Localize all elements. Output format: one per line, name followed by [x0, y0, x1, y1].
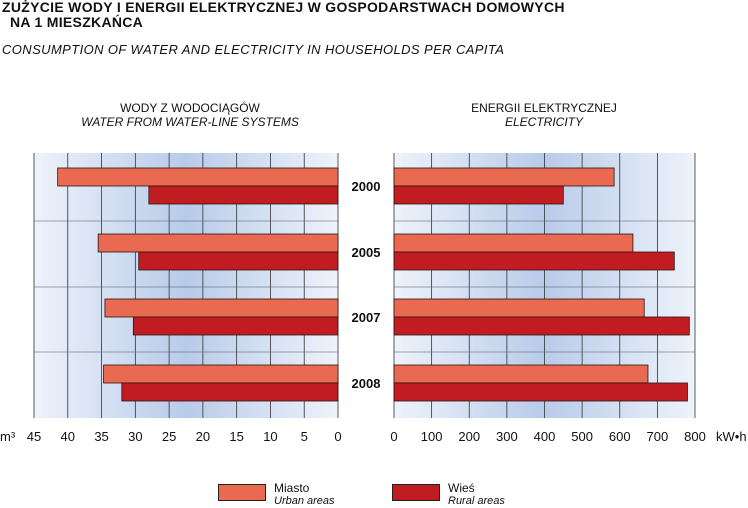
electricity-bar-2005-urban [393, 233, 634, 253]
electricity-tick-label: 0 [390, 429, 397, 444]
water-unit-label: m³ [0, 429, 16, 444]
water-tick-label: 20 [196, 429, 210, 444]
chart-title-line1: ZUŻYCIE WODY I ENERGII ELEKTRYCZNEJ W GO… [2, 0, 565, 15]
water-bar-2008-urban [103, 364, 339, 384]
water-tick-label: 10 [263, 429, 277, 444]
electricity-tick-label: 200 [458, 429, 480, 444]
water-tick-label: 5 [301, 429, 308, 444]
legend-urban-label: Miasto Urban areas [274, 482, 335, 508]
electricity-bar-2005-rural [393, 251, 675, 271]
water-title-en: WATER FROM WATER-LINE SYSTEMS [81, 115, 299, 129]
legend-rural-pl: Wieś [448, 481, 475, 495]
legend-rural-label: Wieś Rural areas [448, 482, 505, 508]
legend-urban-pl: Miasto [274, 481, 310, 495]
electricity-bar-2007-rural [393, 316, 690, 336]
legend-rural-en: Rural areas [448, 495, 505, 507]
water-tick-label: 30 [128, 429, 142, 444]
electricity-tick-label: 500 [571, 429, 593, 444]
electricity-title-pl: ENERGII ELEKTRYCZNEJ [471, 101, 617, 115]
legend-rural-swatch [392, 484, 440, 501]
year-label-2007: 2007 [352, 310, 381, 325]
electricity-tick-label: 800 [684, 429, 706, 444]
electricity-bar-2008-urban [393, 364, 649, 384]
water-bar-2007-urban [104, 298, 339, 318]
chart-title-line2: NA 1 MIESZKAŃCA [10, 14, 144, 30]
water-tick-label: 35 [94, 429, 108, 444]
electricity-tick-label: 700 [647, 429, 669, 444]
water-tick-label: 45 [27, 429, 41, 444]
water-bar-2000-rural [148, 185, 339, 205]
chart-title: ZUŻYCIE WODY I ENERGII ELEKTRYCZNEJ W GO… [2, 0, 702, 30]
legend-urban-en: Urban areas [274, 495, 335, 507]
water-bar-2000-urban [57, 167, 339, 187]
chart-subtitle-english: CONSUMPTION OF WATER AND ELECTRICITY IN … [2, 42, 505, 57]
electricity-tick-label: 400 [534, 429, 556, 444]
water-bar-2008-rural [121, 382, 339, 402]
electricity-bar-2008-rural [393, 382, 688, 402]
water-tick-label: 15 [229, 429, 243, 444]
year-label-2005: 2005 [352, 245, 381, 260]
electricity-bar-2000-urban [393, 167, 615, 187]
year-label-2000: 2000 [352, 179, 381, 194]
water-tick-label: 0 [334, 429, 341, 444]
electricity-bar-2000-rural [393, 185, 564, 205]
electricity-bar-2007-urban [393, 298, 645, 318]
water-tick-label: 25 [162, 429, 176, 444]
electricity-tick-label: 300 [496, 429, 518, 444]
water-bar-2005-urban [97, 233, 339, 253]
water-bar-2007-rural [132, 316, 339, 336]
water-title-pl: WODY Z WODOCIĄGÓW [120, 101, 260, 115]
electricity-tick-label: 600 [609, 429, 631, 444]
electricity-title-en: ELECTRICITY [504, 115, 583, 129]
water-panel-title: WODY Z WODOCIĄGÓW WATER FROM WATER-LINE … [40, 101, 340, 129]
electricity-tick-label: 100 [421, 429, 443, 444]
legend-urban-swatch [218, 484, 266, 501]
water-tick-label: 40 [61, 429, 75, 444]
year-label-2008: 2008 [352, 376, 381, 391]
electricity-panel-title: ENERGII ELEKTRYCZNEJ ELECTRICITY [394, 101, 694, 129]
electricity-unit-label: kW•h [716, 429, 747, 444]
water-bar-2005-rural [138, 251, 339, 271]
